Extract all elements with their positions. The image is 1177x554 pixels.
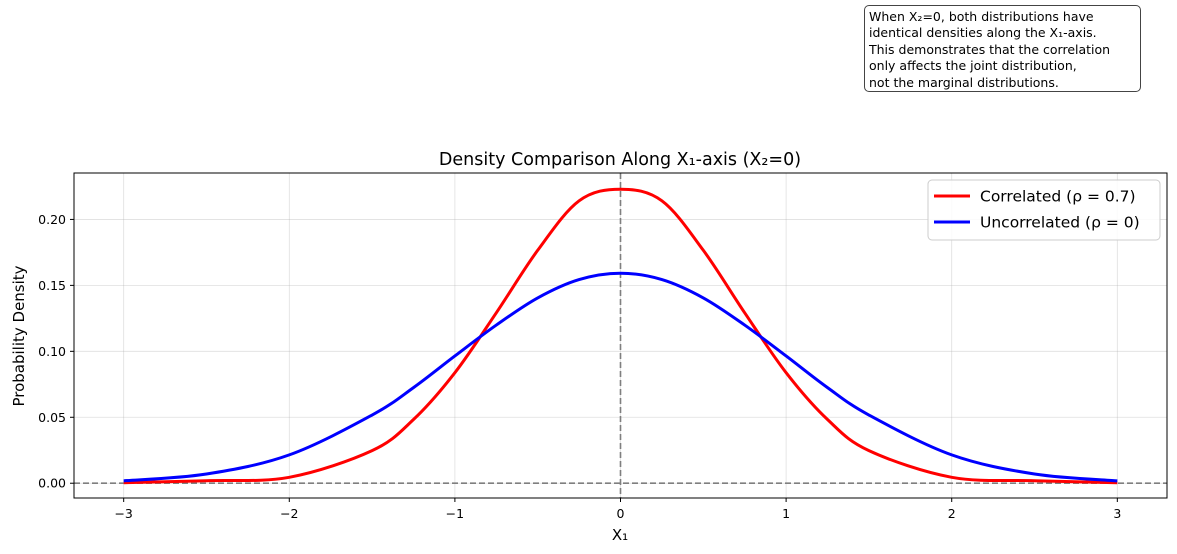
y-tick-label: 0.15 [38,278,66,293]
x-tick-label: 2 [948,506,956,521]
y-axis-ticks: 0.00 0.05 0.10 0.15 0.20 [38,212,74,491]
x-tick-label: 3 [1113,506,1121,521]
chart-title: Density Comparison Along X₁-axis (X₂=0) [439,150,801,170]
x-tick-label: 0 [617,506,625,521]
x-tick-label: 1 [782,506,790,521]
x-axis-ticks: −3 −2 −1 0 1 2 3 [114,498,1121,521]
legend-box [927,179,1161,241]
uncorrelated-density-line [123,271,1118,483]
annotation-box: When X₂=0, both distributions have ident… [864,5,1141,92]
legend-label: Uncorrelated (ρ = 0) [980,214,1140,232]
x-tick-label: −3 [114,506,132,521]
series-lines [123,187,1118,485]
x-axis-label: X₁ [612,526,628,544]
y-tick-label: 0.20 [38,212,66,227]
y-tick-label: 0.10 [38,344,66,359]
x-tick-label: −1 [446,506,464,521]
legend-label: Correlated (ρ = 0.7) [980,188,1136,206]
legend: Correlated (ρ = 0.7) Uncorrelated (ρ = 0) [927,179,1161,241]
x-tick-label: −2 [280,506,298,521]
y-axis-label: Probability Density [10,265,28,406]
reference-lines [74,173,1167,498]
y-tick-label: 0.00 [38,476,66,491]
correlated-density-line [123,187,1118,485]
y-tick-label: 0.05 [38,410,66,425]
